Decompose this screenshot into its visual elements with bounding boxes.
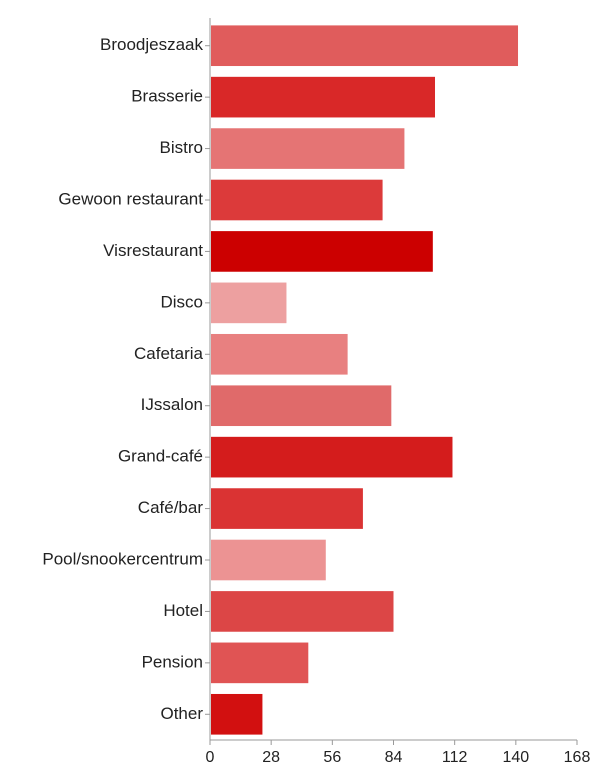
category-label: Brasserie [131,87,203,106]
category-label: Grand-café [118,447,203,466]
bar [211,488,363,529]
x-tick-label: 84 [385,749,403,766]
category-label: Other [160,704,203,723]
bar [211,231,433,272]
x-tick-label: 0 [206,749,215,766]
bar [211,693,263,735]
category-labels: Broodjeszaak Brasserie Bistro Gewoon restau… [42,35,203,723]
category-label: Pool/snookercentrum [42,549,203,568]
bar [211,179,383,221]
category-label: Visrestaurant [103,241,203,260]
category-label: Broodjeszaak [100,35,204,54]
bar [211,591,394,632]
category-label: Gewoon restaurant [58,189,203,208]
bar [211,282,287,324]
axes: 0 28 56 84 112 140 168 [205,18,590,766]
bars-layer [211,25,519,735]
category-label: IJssalon [141,395,203,414]
x-tick-label: 140 [502,749,529,766]
category-label: Hotel [163,601,203,620]
x-tick-label: 168 [564,749,591,766]
bar [211,539,326,581]
bar [211,76,436,118]
x-tick-label: 112 [442,749,468,766]
x-tick-label: 56 [323,749,341,766]
bar [211,333,348,375]
x-tick-label: 28 [262,749,280,766]
bar [211,25,519,67]
category-label: Cafetaria [134,344,204,363]
category-label: Disco [160,292,203,311]
bar [211,385,392,427]
category-label: Pension [142,652,203,671]
category-label: Bistro [160,138,203,157]
bar [211,642,309,684]
category-label: Café/bar [138,498,204,517]
bar [211,436,453,478]
bar [211,128,405,169]
